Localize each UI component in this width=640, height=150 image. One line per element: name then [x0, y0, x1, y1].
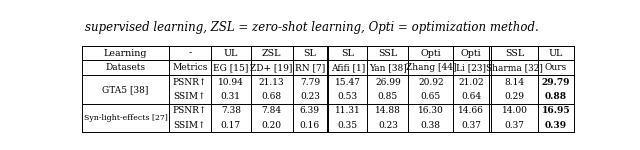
Text: -: -: [188, 49, 191, 58]
Text: 0.38: 0.38: [420, 121, 441, 130]
Text: GTA5 [38]: GTA5 [38]: [102, 85, 149, 94]
Text: 26.99: 26.99: [375, 78, 401, 87]
Text: SL: SL: [342, 49, 355, 58]
Text: EG [15]: EG [15]: [213, 63, 248, 72]
Text: SL: SL: [303, 49, 316, 58]
Text: 0.35: 0.35: [338, 121, 358, 130]
Text: ZD+ [19]: ZD+ [19]: [250, 63, 293, 72]
Text: PSNR↑: PSNR↑: [173, 78, 207, 87]
Text: 0.53: 0.53: [338, 92, 358, 101]
Text: SSL: SSL: [505, 49, 524, 58]
Text: Opti: Opti: [461, 49, 481, 58]
Text: SSL: SSL: [378, 49, 397, 58]
Text: 15.47: 15.47: [335, 78, 361, 87]
Text: 29.79: 29.79: [541, 78, 570, 87]
Text: Yan [38]: Yan [38]: [369, 63, 407, 72]
Text: 0.68: 0.68: [262, 92, 282, 101]
Text: 0.65: 0.65: [420, 92, 441, 101]
Text: Datasets: Datasets: [106, 63, 146, 72]
Text: 16.95: 16.95: [541, 106, 570, 115]
Text: 14.00: 14.00: [502, 106, 527, 115]
Text: Afifi [1]: Afifi [1]: [331, 63, 365, 72]
Text: Ours: Ours: [545, 63, 567, 72]
Text: Li [23]: Li [23]: [456, 63, 486, 72]
Text: 14.88: 14.88: [375, 106, 401, 115]
Text: 0.88: 0.88: [545, 92, 567, 101]
Text: 0.23: 0.23: [300, 92, 320, 101]
Text: 0.37: 0.37: [504, 121, 525, 130]
Text: ZSL: ZSL: [262, 49, 282, 58]
Text: Learning: Learning: [104, 49, 147, 58]
Text: SSIM↑: SSIM↑: [173, 121, 206, 130]
Text: UL: UL: [549, 49, 563, 58]
Text: 21.13: 21.13: [259, 78, 284, 87]
Text: 0.17: 0.17: [221, 121, 241, 130]
Text: 7.84: 7.84: [262, 106, 282, 115]
Text: 7.38: 7.38: [221, 106, 241, 115]
Text: 0.29: 0.29: [504, 92, 525, 101]
Text: 20.92: 20.92: [418, 78, 444, 87]
Text: 10.94: 10.94: [218, 78, 244, 87]
Text: Opti: Opti: [420, 49, 441, 58]
Text: 0.64: 0.64: [461, 92, 481, 101]
Text: 8.14: 8.14: [504, 78, 525, 87]
Text: 0.85: 0.85: [378, 92, 398, 101]
Text: 0.31: 0.31: [221, 92, 241, 101]
Text: Metrics: Metrics: [172, 63, 207, 72]
Text: SSIM↑: SSIM↑: [173, 92, 206, 101]
Text: RN [7]: RN [7]: [294, 63, 325, 72]
Text: 11.31: 11.31: [335, 106, 361, 115]
Text: PSNR↑: PSNR↑: [173, 106, 207, 115]
Text: 0.37: 0.37: [461, 121, 481, 130]
Text: 0.20: 0.20: [262, 121, 282, 130]
Text: 0.16: 0.16: [300, 121, 320, 130]
Text: 0.23: 0.23: [378, 121, 398, 130]
Text: 16.30: 16.30: [418, 106, 444, 115]
Text: Zhang [44]: Zhang [44]: [406, 63, 456, 72]
Text: 14.66: 14.66: [458, 106, 484, 115]
Text: UL: UL: [223, 49, 238, 58]
Text: supervised learning, ZSL = zero-shot learning, Opti = optimization method.: supervised learning, ZSL = zero-shot lea…: [85, 21, 539, 34]
Text: 6.39: 6.39: [300, 106, 320, 115]
Text: Syn-light-effects [27]: Syn-light-effects [27]: [84, 114, 168, 122]
Text: 0.39: 0.39: [545, 121, 567, 130]
Text: 21.02: 21.02: [458, 78, 484, 87]
Text: 7.79: 7.79: [300, 78, 320, 87]
Text: Sharma [32]: Sharma [32]: [486, 63, 543, 72]
